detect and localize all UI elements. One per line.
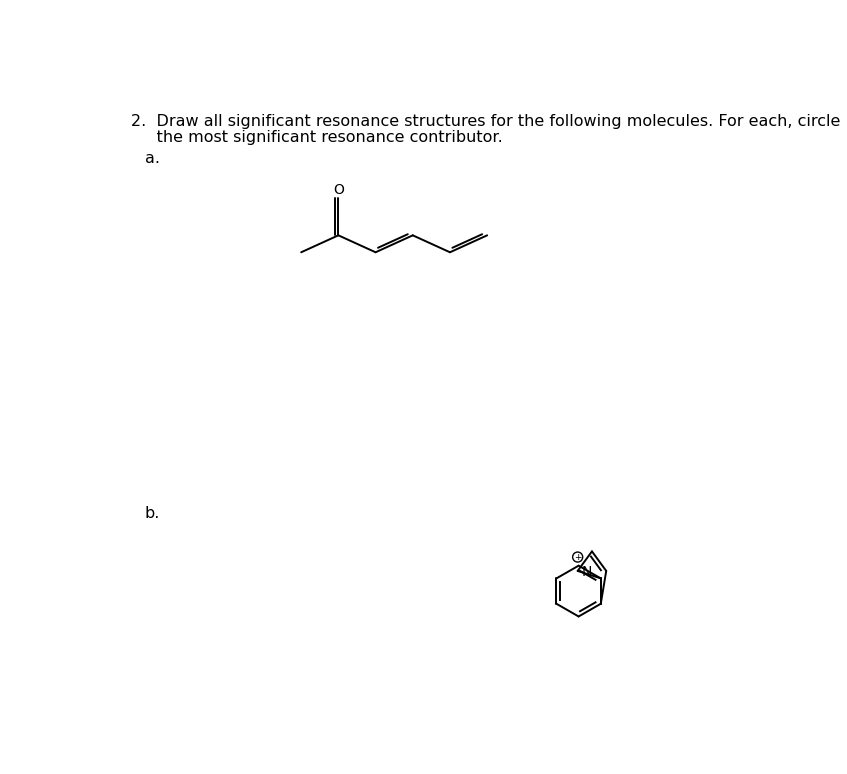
Text: N: N — [582, 565, 592, 579]
Text: +: + — [574, 553, 581, 562]
Text: a.: a. — [145, 152, 159, 166]
Text: O: O — [334, 183, 345, 197]
Text: 2.  Draw all significant resonance structures for the following molecules. For e: 2. Draw all significant resonance struct… — [131, 115, 841, 129]
Text: the most significant resonance contributor.: the most significant resonance contribut… — [131, 130, 503, 145]
Text: b.: b. — [145, 506, 160, 522]
